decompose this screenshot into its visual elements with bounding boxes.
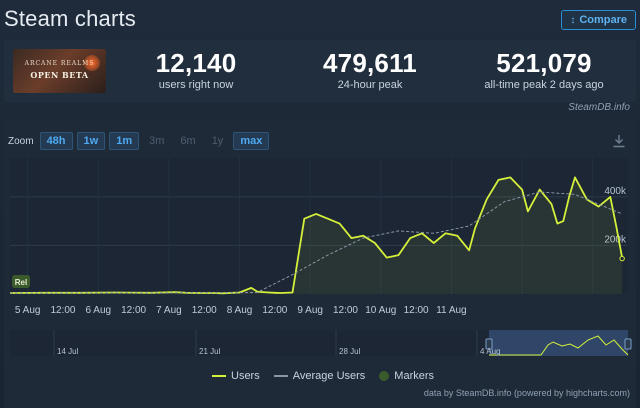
zoom-button-6m[interactable]: 6m xyxy=(180,135,196,147)
stat-alltime-peak: 521,079 all-time peak 2 days ago xyxy=(464,48,624,91)
legend-markers-label: Markers xyxy=(394,370,435,382)
current-players-value: 12,140 xyxy=(155,48,237,78)
zoom-button-3m[interactable]: 3m xyxy=(149,135,165,147)
thumbnail-title: OPEN BETA xyxy=(30,70,89,80)
legend-average-label: Average Users xyxy=(292,370,366,382)
alltime-value: 521,079 xyxy=(496,48,592,78)
x-tick-label: 9 Aug xyxy=(297,305,323,316)
peak24-label: 24-hour peak xyxy=(337,79,403,91)
legend-markers[interactable]: Markers xyxy=(379,370,434,382)
chart-credits[interactable]: data by SteamDB.info (powered by highcha… xyxy=(423,388,630,398)
navigator-area xyxy=(10,330,628,356)
download-icon[interactable] xyxy=(612,134,626,148)
x-tick-label: 12:00 xyxy=(404,305,429,316)
x-tick-label: 8 Aug xyxy=(227,305,253,316)
x-tick-label: 6 Aug xyxy=(85,305,111,316)
chart-legend: Users Average Users Markers xyxy=(212,370,434,382)
zoom-button-1m[interactable]: 1m xyxy=(109,132,140,150)
legend-users[interactable]: Users xyxy=(212,370,260,382)
rel-marker xyxy=(12,275,30,288)
peak24-value: 479,611 xyxy=(323,48,417,78)
compare-label: Compare xyxy=(579,14,627,26)
navigator-label: 28 Jul xyxy=(339,347,361,356)
x-tick-label: 12:00 xyxy=(121,305,146,316)
navigator-label: 4 Aug xyxy=(480,347,500,356)
x-tick-label: 12:00 xyxy=(50,305,75,316)
navigator-line xyxy=(489,335,629,356)
stat-current-players: 12,140 users right now xyxy=(116,48,276,91)
x-tick-label: 11 Aug xyxy=(436,305,466,316)
legend-users-label: Users xyxy=(231,370,260,382)
page-title: Steam charts xyxy=(4,6,137,31)
zoom-bar: Zoom 48h 1w 1m 3m 6m 1y max xyxy=(8,132,270,150)
navigator-handle xyxy=(624,338,632,350)
sort-numbers-icon: ↕ xyxy=(570,14,576,26)
alltime-label: all-time peak 2 days ago xyxy=(484,79,604,91)
zoom-button-1w[interactable]: 1w xyxy=(76,132,106,150)
thumbnail-subtitle: ARCANE REALMS xyxy=(24,60,95,67)
navigator-selection xyxy=(489,330,628,356)
zoom-button-1y[interactable]: 1y xyxy=(211,135,224,147)
stat-24h-peak: 479,611 24-hour peak xyxy=(290,48,450,91)
x-tick-label: 12:00 xyxy=(333,305,358,316)
zoom-label: Zoom xyxy=(8,135,34,147)
zoom-button-48h[interactable]: 48h xyxy=(39,132,73,150)
x-tick-label: 7 Aug xyxy=(156,305,182,316)
navigator-label: 14 Jul xyxy=(57,347,79,356)
markers-swatch xyxy=(379,371,390,381)
average-swatch xyxy=(273,375,288,377)
current-players-label: users right now xyxy=(158,79,234,91)
game-thumbnail[interactable]: ARCANE REALMS OPEN BETA xyxy=(13,49,106,93)
compare-button[interactable]: ↕ Compare xyxy=(561,10,636,30)
y-tick-label: 400k xyxy=(604,186,627,197)
users-swatch xyxy=(212,375,226,377)
x-tick-label: 12:00 xyxy=(192,305,217,316)
zoom-button-max[interactable]: max xyxy=(233,132,270,150)
plot-area xyxy=(10,158,628,294)
x-tick-label: 5 Aug xyxy=(15,305,41,316)
x-tick-label: 10 Aug xyxy=(365,305,396,316)
navigator-label: 21 Jul xyxy=(199,347,221,356)
stats-panel: ARCANE REALMS OPEN BETA 12,140 users rig… xyxy=(4,40,636,102)
average-series-line xyxy=(9,191,623,294)
steamdb-link[interactable]: SteamDB.info xyxy=(568,102,630,113)
x-tick-label: 12:00 xyxy=(262,305,287,316)
users-area xyxy=(10,177,623,294)
legend-average[interactable]: Average Users xyxy=(273,370,366,382)
y-tick-label: 200k xyxy=(604,234,627,245)
thumbnail-glow xyxy=(84,55,100,71)
last-point xyxy=(619,255,625,262)
zoom-buttons: 48h 1w 1m 3m 6m 1y max xyxy=(39,132,270,150)
navigator-handle xyxy=(485,338,493,350)
rel-marker-label: Rel xyxy=(15,278,27,287)
